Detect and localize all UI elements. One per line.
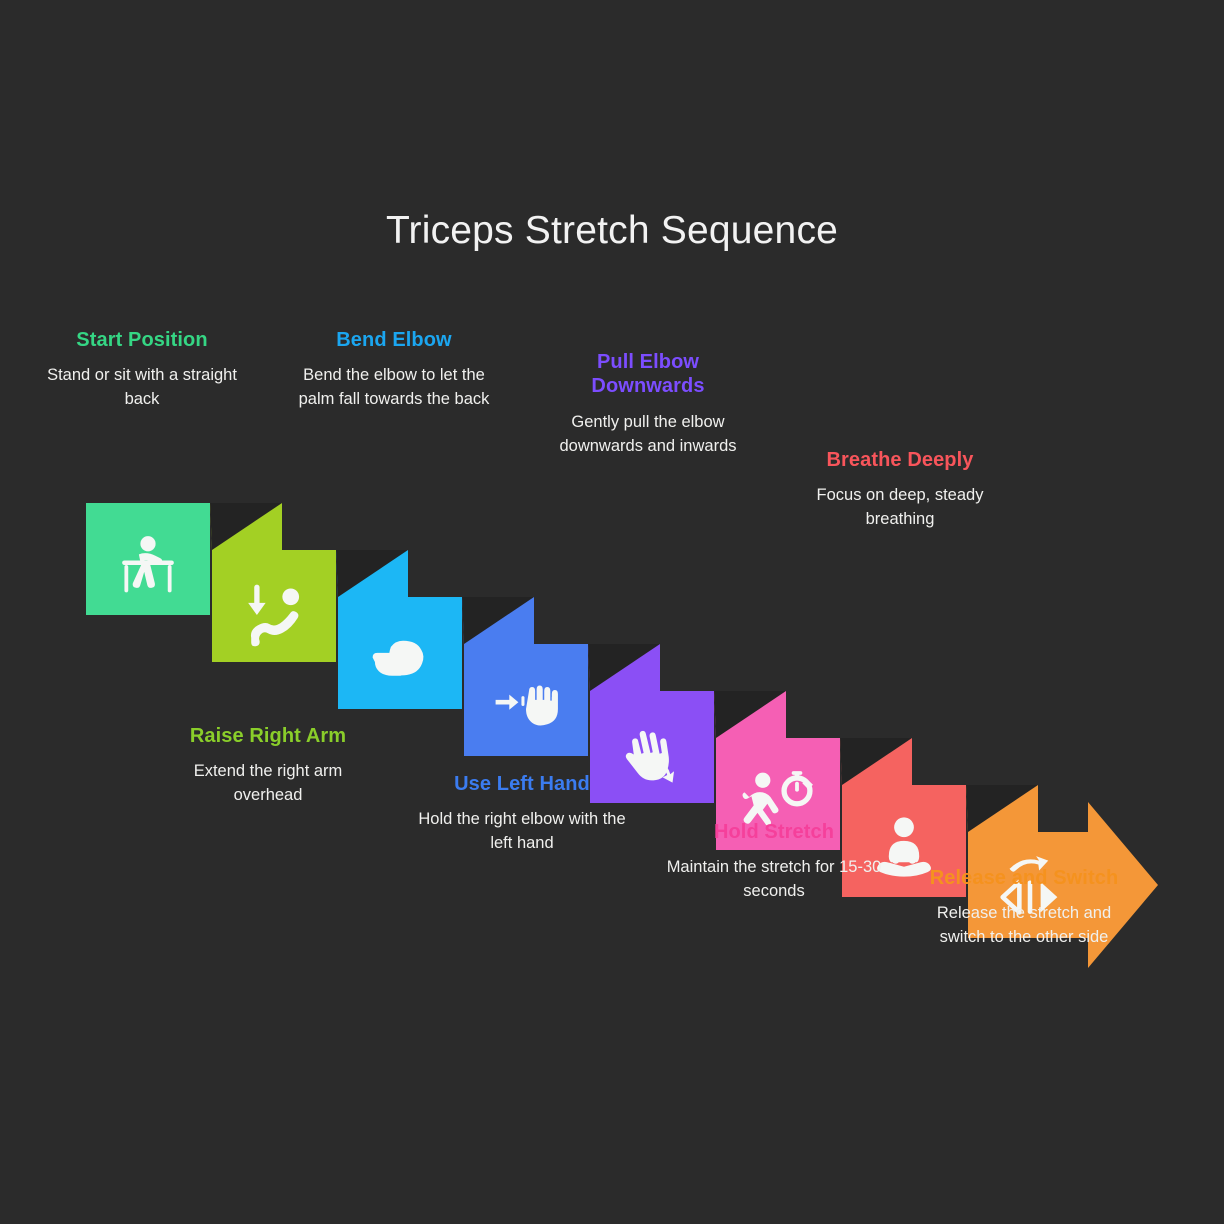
step-desc-raise-right-arm: Extend the right arm overhead: [193, 762, 343, 805]
step-label-pull-elbow-downwards: Pull Elbow Downwards Gently pull the elb…: [540, 350, 756, 459]
step-title-use-left-hand: Use Left Hand: [454, 773, 590, 795]
step-desc-use-left-hand: Hold the right elbow with the left hand: [418, 810, 626, 853]
step-card-release-and-switch[interactable]: [968, 802, 1158, 968]
step-title-bend-elbow: Bend Elbow: [336, 329, 452, 351]
step-label-bend-elbow: Bend Elbow Bend the elbow to let the pal…: [286, 328, 502, 412]
step-card-pull-elbow-downwards[interactable]: [590, 691, 714, 803]
step-card-raise-right-arm[interactable]: [212, 550, 336, 662]
step-card-breathe-deeply[interactable]: [842, 785, 966, 897]
step-desc-pull-elbow-downwards: Gently pull the elbow downwards and inwa…: [559, 412, 737, 455]
step-card-bend-elbow[interactable]: [338, 597, 462, 709]
fold-shadows: [210, 503, 1038, 832]
step-title-pull-elbow-downwards: Pull Elbow Downwards: [591, 351, 705, 398]
step-title-start-position: Start Position: [76, 329, 208, 351]
step-desc-breathe-deeply: Focus on deep, steady breathing: [816, 486, 984, 529]
step-desc-start-position: Stand or sit with a straight back: [47, 366, 237, 409]
step-label-breathe-deeply: Breathe Deeply Focus on deep, steady bre…: [792, 448, 1008, 532]
step-desc-hold-stretch: Maintain the stretch for 15-30 seconds: [666, 858, 882, 901]
step-card-use-left-hand[interactable]: [464, 644, 588, 756]
step-title-hold-stretch: Hold Stretch: [713, 821, 835, 843]
step-title-breathe-deeply: Breathe Deeply: [826, 449, 974, 471]
step-title-release-and-switch: Release and Switch: [929, 867, 1119, 889]
step-card-start-position[interactable]: [86, 503, 210, 615]
step-desc-bend-elbow: Bend the elbow to let the palm fall towa…: [298, 366, 490, 409]
step-card-hold-stretch[interactable]: [716, 738, 840, 850]
step-label-release-and-switch: Release and Switch Release the stretch a…: [916, 866, 1132, 950]
step-title-raise-right-arm: Raise Right Arm: [189, 725, 347, 747]
step-label-hold-stretch: Hold Stretch Maintain the stretch for 15…: [666, 820, 882, 904]
step-label-start-position: Start Position Stand or sit with a strai…: [34, 328, 250, 412]
step-desc-release-and-switch: Release the stretch and switch to the ot…: [936, 904, 1112, 947]
step-label-use-left-hand: Use Left Hand Hold the right elbow with …: [414, 772, 630, 856]
step-label-raise-right-arm: Raise Right Arm Extend the right arm ove…: [160, 724, 376, 808]
page-title: Triceps Stretch Sequence: [385, 209, 839, 252]
